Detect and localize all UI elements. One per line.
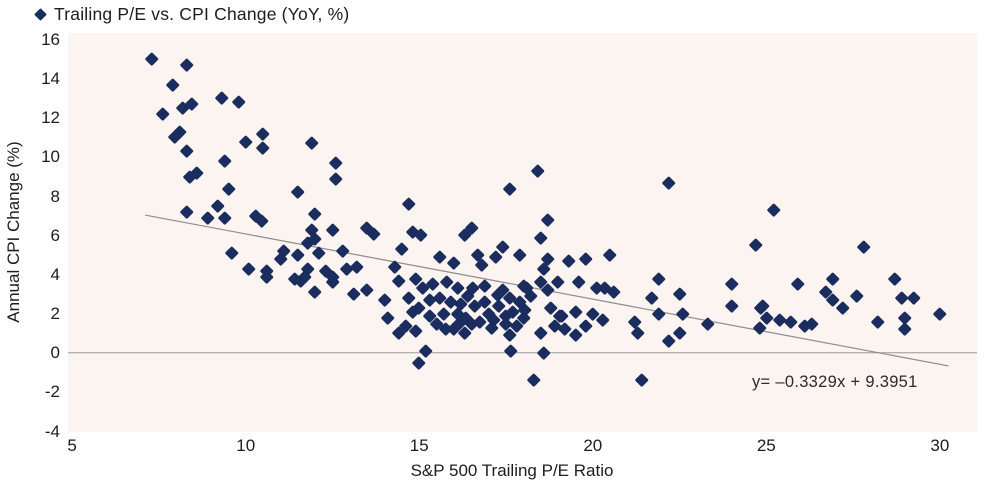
y-tick-label: -2 bbox=[44, 382, 60, 402]
y-tick-label: 6 bbox=[50, 225, 60, 245]
x-tick-label: 20 bbox=[583, 436, 603, 455]
y-tick-label: 8 bbox=[50, 186, 60, 206]
y-tick-label: 4 bbox=[50, 264, 60, 284]
legend-label: Trailing P/E vs. CPI Change (YoY, %) bbox=[54, 3, 350, 24]
plot-area bbox=[68, 33, 977, 432]
x-tick-label: 5 bbox=[67, 436, 77, 455]
x-axis-title: S&P 500 Trailing P/E Ratio bbox=[410, 461, 614, 480]
y-tick-label: 14 bbox=[41, 69, 60, 89]
y-tick-label: 0 bbox=[50, 343, 60, 363]
y-tick-label: 2 bbox=[50, 304, 60, 324]
x-tick-label: 30 bbox=[930, 436, 950, 455]
x-tick-label: 15 bbox=[409, 436, 429, 455]
y-tick-label: 10 bbox=[41, 147, 60, 167]
trendline-equation-label: y= –0.3329x + 9.3951 bbox=[752, 373, 918, 391]
y-tick-label: 12 bbox=[41, 108, 60, 128]
y-tick-label: 16 bbox=[41, 29, 60, 49]
x-tick-label: 25 bbox=[756, 436, 776, 455]
legend: Trailing P/E vs. CPI Change (YoY, %) bbox=[34, 3, 350, 25]
legend-diamond-icon bbox=[34, 7, 47, 21]
x-tick-label: 10 bbox=[236, 436, 256, 455]
y-tick-label: -4 bbox=[44, 421, 60, 441]
